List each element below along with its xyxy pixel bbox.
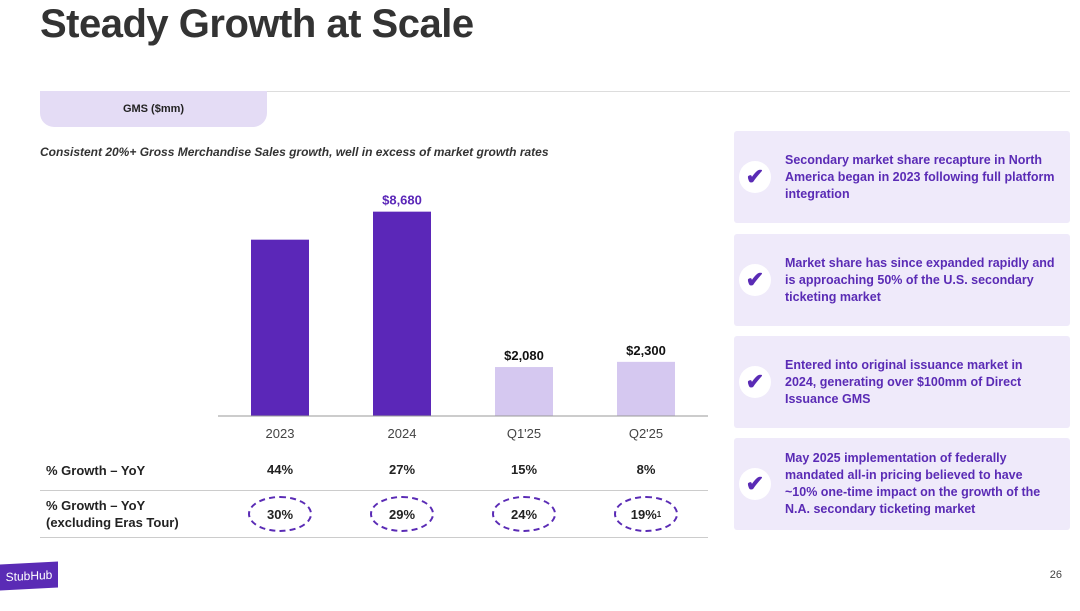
check-icon: ✔ — [739, 468, 771, 500]
growth-ex-eras-value: 30% — [266, 506, 294, 522]
gms-tab: GMS ($mm) — [40, 91, 267, 127]
check-icon: ✔ — [739, 366, 771, 398]
bar-Q1'25 — [495, 367, 553, 416]
highlight-card: ✔ Secondary market share recapture in Nor… — [734, 131, 1070, 223]
chart-subtitle: Consistent 20%+ Gross Merchandise Sales … — [40, 145, 549, 159]
stubhub-logo: StubHub — [0, 561, 58, 591]
growth-cell: 27% — [388, 462, 416, 477]
growth-ex-eras-oval: 30% — [248, 496, 312, 532]
footnote-marker: 1 — [656, 509, 662, 519]
growth-cell: 44% — [266, 462, 294, 477]
bar-2023 — [251, 239, 309, 416]
card-text: Market share has since expanded rapidly … — [785, 255, 1055, 304]
divider — [40, 537, 708, 538]
x-tick-label: Q2'25 — [629, 426, 663, 441]
growth-cell: 15% — [510, 462, 538, 477]
growth-ex-eras-oval: 19% 1 — [614, 496, 678, 532]
growth-cell: 8% — [636, 462, 656, 477]
divider — [40, 91, 1070, 92]
row-label-growth-ex-eras: % Growth – YoY (excluding Eras Tour) — [46, 497, 179, 531]
growth-ex-eras-value: 24% — [510, 506, 538, 522]
growth-ex-eras-oval: 24% — [492, 496, 556, 532]
divider — [40, 490, 708, 491]
card-text: Entered into original issuance market in… — [785, 357, 1023, 406]
data-label: $8,680 — [382, 193, 422, 208]
growth-ex-eras-oval: 29% — [370, 496, 434, 532]
bar-2024 — [373, 211, 431, 416]
highlight-card: ✔ May 2025 implementation of federally ma… — [734, 438, 1070, 530]
card-text: Secondary market share recapture in Nort… — [785, 152, 1055, 201]
row-label-line1: % Growth – YoY — [46, 498, 146, 513]
check-icon: ✔ — [739, 264, 771, 296]
row-label-line2: (excluding Eras Tour) — [46, 515, 179, 530]
check-icon: ✔ — [739, 161, 771, 193]
data-label: $2,300 — [626, 343, 666, 358]
x-tick-label: 2023 — [266, 426, 295, 441]
row-label-growth: % Growth – YoY — [46, 463, 146, 478]
gms-bar-chart: 2023 $8,680 2024 $2,080 Q1'25 $2,300 Q2'25 — [218, 193, 708, 441]
page-title: Steady Growth at Scale — [40, 2, 474, 46]
highlight-card: ✔ Market share has since expanded rapidly… — [734, 234, 1070, 326]
highlight-card: ✔ Entered into original issuance market i… — [734, 336, 1070, 428]
growth-ex-eras-value: 29% — [388, 506, 416, 522]
page-number: 26 — [1049, 569, 1062, 581]
data-label: $2,080 — [504, 348, 544, 363]
bar-Q2'25 — [617, 361, 675, 416]
x-tick-label: 2024 — [388, 426, 417, 441]
card-text: May 2025 implementation of federally man… — [785, 451, 1041, 516]
x-tick-label: Q1'25 — [507, 426, 541, 441]
growth-ex-eras-value: 19% — [630, 506, 657, 522]
